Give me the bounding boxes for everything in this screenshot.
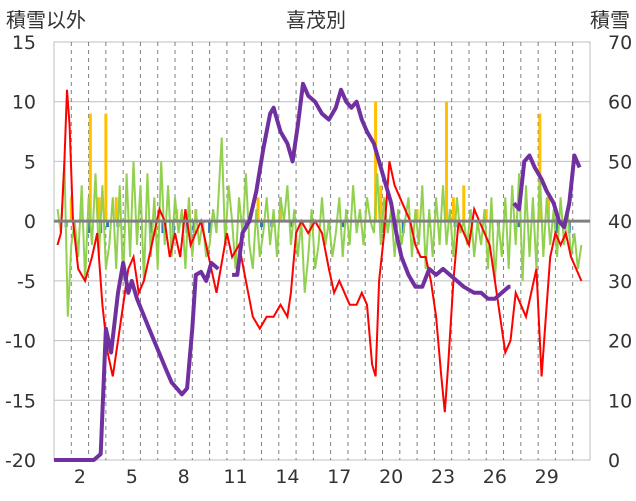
y2-tick-label: 30 — [608, 271, 632, 293]
snow-depth-line — [232, 81, 511, 301]
precipitation-bar — [106, 221, 110, 228]
sunshine-bar — [379, 185, 383, 222]
x-tick-label: 29 — [535, 466, 559, 488]
y2-tick-label: 20 — [608, 331, 632, 353]
precipitation-bar — [161, 221, 165, 234]
sunshine-bar — [114, 197, 118, 222]
sunshine-bar — [104, 113, 108, 222]
sunshine-bar — [97, 197, 101, 222]
y-tick-label: 15 — [12, 32, 36, 54]
x-tick-label: 20 — [379, 466, 403, 488]
precipitation-bar — [517, 221, 521, 228]
x-tick-label: 17 — [327, 466, 351, 488]
y2-tick-label: 0 — [608, 450, 620, 472]
sunshine-bar — [256, 197, 260, 222]
y2-tick-label: 70 — [608, 32, 632, 54]
x-tick-label: 8 — [178, 466, 190, 488]
right-axis-label: 積雪 — [590, 8, 630, 32]
left-axis-label: 積雪以外 — [6, 8, 86, 32]
precipitation-bar — [259, 221, 263, 228]
sunshine-bar — [415, 209, 419, 222]
y-tick-label: 10 — [12, 92, 36, 114]
x-tick-label: 23 — [431, 466, 455, 488]
precipitation-bar — [149, 221, 153, 234]
y2-tick-label: 10 — [608, 390, 632, 412]
sunshine-bar — [462, 185, 466, 222]
y2-tick-label: 60 — [608, 92, 632, 114]
precipitation-bar — [341, 221, 345, 228]
sunshine-bar — [374, 101, 378, 222]
x-tick-label: 11 — [223, 466, 247, 488]
y-tick-label: -20 — [5, 450, 36, 472]
x-tick-label: 5 — [126, 466, 138, 488]
sunshine-bar — [69, 197, 73, 222]
y-tick-label: 0 — [24, 211, 36, 233]
x-tick-label: 14 — [275, 466, 299, 488]
series-lines — [54, 81, 590, 462]
sunshine-bar — [484, 209, 488, 222]
x-tick-label: 26 — [483, 466, 507, 488]
y2-tick-label: 40 — [608, 211, 632, 233]
precipitation-bar — [555, 221, 559, 234]
y2-tick-label: 50 — [608, 151, 632, 173]
y-tick-label: -5 — [17, 271, 36, 293]
precipitation-bar — [87, 221, 91, 234]
x-tick-label: 2 — [74, 466, 86, 488]
y-tick-label: 5 — [24, 151, 36, 173]
sunshine-bar — [538, 113, 542, 222]
y-tick-label: -15 — [5, 390, 36, 412]
snow-depth-line — [512, 153, 582, 230]
sunshine-bar — [444, 101, 448, 222]
sunshine-bar — [88, 113, 92, 222]
chart-title: 喜茂別 — [286, 8, 346, 32]
sunshine-bar — [451, 197, 455, 222]
precipitation-bar — [289, 221, 293, 228]
precipitation-bar — [208, 221, 212, 234]
y-tick-label: -10 — [5, 331, 36, 353]
snow-depth-line — [54, 260, 220, 462]
